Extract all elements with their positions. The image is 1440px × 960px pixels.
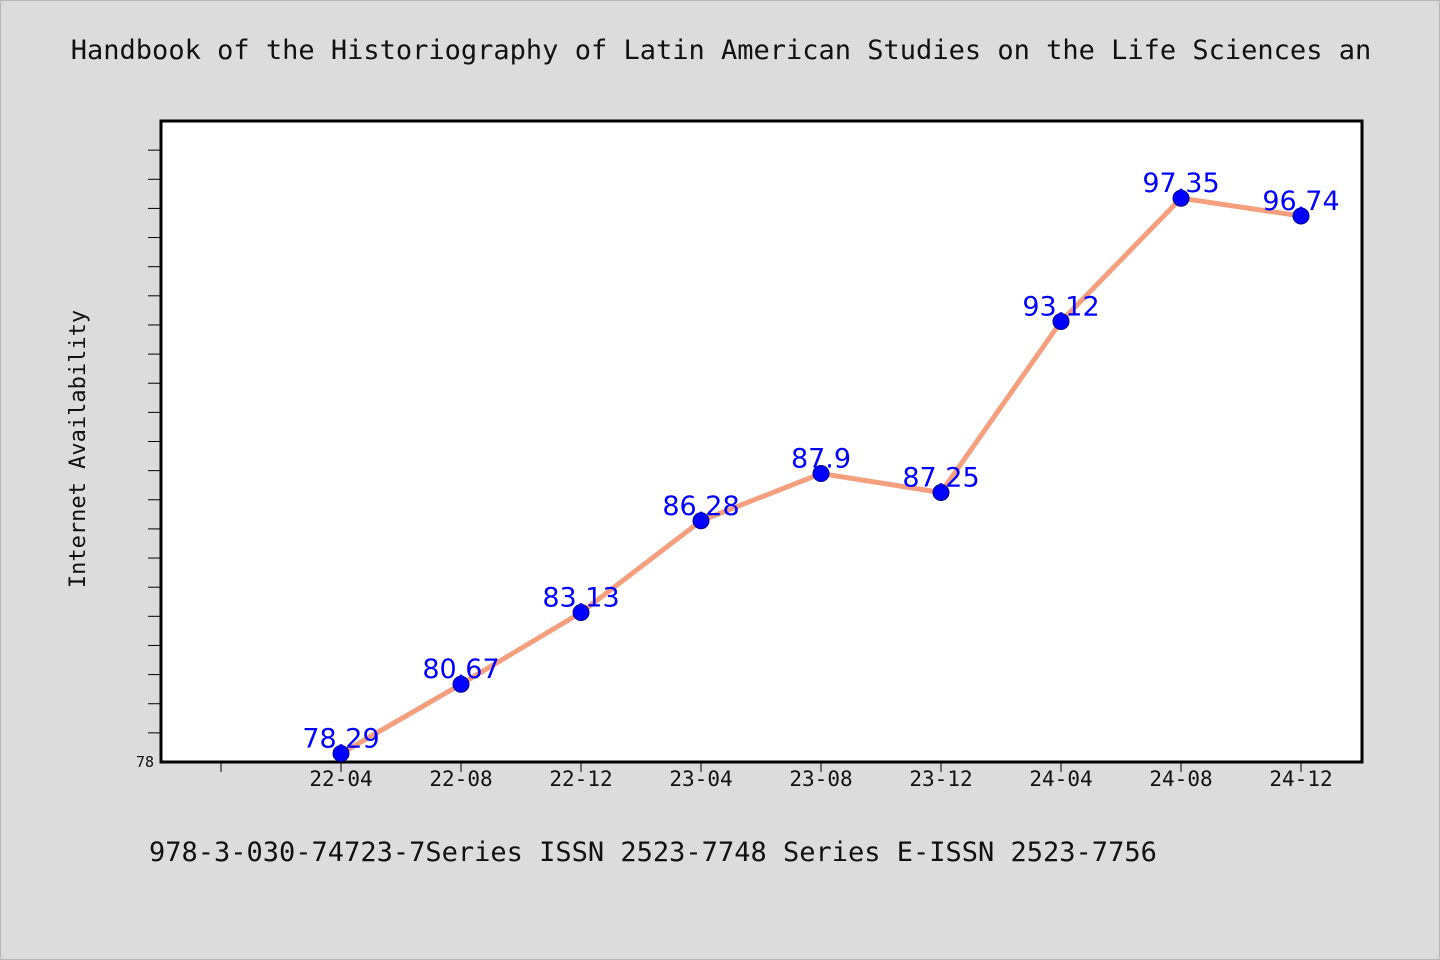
data-point: [1292, 207, 1310, 225]
x-axis-ticks: 22-04 22-08 22-12 23-04 23-08 23-12 24-04 24-08…: [220, 762, 1333, 791]
x-tick-label: 24-12: [1269, 767, 1332, 791]
series-group: 78.29 80.67 83.13 86.28 87.9 87.25 93.12 97.35 9…: [302, 168, 1340, 763]
data-label: 93.12: [1022, 291, 1099, 322]
data-label: 87.25: [902, 462, 979, 493]
x-tick-label: 23-04: [669, 767, 732, 791]
x-tick-label: 22-04: [309, 767, 372, 791]
x-tick-label: 24-08: [1149, 767, 1212, 791]
data-label: 78.29: [302, 724, 379, 755]
data-point: [932, 483, 950, 501]
y-axis-title: Internet Availability: [66, 310, 91, 588]
data-point: [572, 604, 590, 622]
data-label: 86.28: [662, 491, 739, 522]
plot-area: [159, 119, 1364, 764]
data-point: [812, 465, 830, 483]
data-label: 96.74: [1262, 186, 1339, 217]
data-point: [332, 745, 350, 763]
data-label: 83.13: [542, 583, 619, 614]
x-tick-label: 22-08: [429, 767, 492, 791]
x-tick-label: 23-08: [789, 767, 852, 791]
data-point: [1172, 189, 1190, 207]
data-label: 80.67: [422, 654, 499, 685]
x-tick-label: 22-12: [549, 767, 612, 791]
data-point: [1052, 312, 1070, 330]
chart-title: Handbook of the Historiography of Latin …: [70, 35, 1372, 66]
x-tick-label: 24-04: [1029, 767, 1092, 791]
x-tick-label: 23-12: [909, 767, 972, 791]
footer-text: 978-3-030-74723-7Series ISSN 2523-7748 S…: [149, 837, 1157, 868]
data-label: 87.9: [791, 444, 851, 475]
data-label: 97.35: [1142, 168, 1219, 199]
data-point: [452, 675, 470, 693]
y-axis-ticks: 78: [136, 149, 161, 771]
y-tick-label: 78: [136, 753, 154, 771]
data-point: [692, 512, 710, 530]
